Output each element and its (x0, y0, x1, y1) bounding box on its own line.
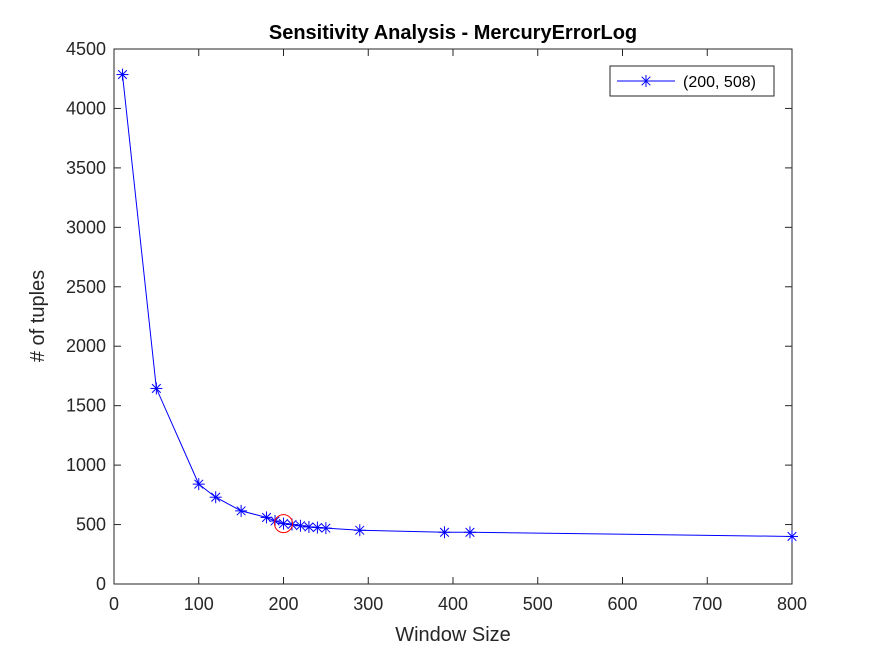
y-tick-label: 1500 (66, 396, 106, 416)
x-tick-label: 600 (607, 594, 637, 614)
legend-asterisk-stroke (641, 76, 651, 86)
data-point-marker (192, 478, 205, 491)
x-axis: 0 100 200 300 400 500 600 700 800 (109, 49, 807, 614)
data-point-marker (438, 526, 451, 539)
y-tick-label: 4000 (66, 98, 106, 118)
y-tick-label: 4500 (66, 39, 106, 59)
data-point-marker-stroke (295, 521, 306, 531)
data-point-marker (209, 491, 222, 504)
data-point-marker-stroke (211, 492, 221, 502)
data-point-marker (311, 521, 324, 534)
data-point-marker-stroke (304, 522, 314, 532)
y-tick-label: 0 (96, 574, 106, 594)
legend: (200, 508) (609, 65, 775, 97)
x-tick-label: 500 (523, 594, 553, 614)
data-point-marker-stroke (261, 512, 272, 523)
data-point-marker (235, 504, 248, 517)
data-point-marker (294, 519, 307, 532)
x-tick-label: 300 (353, 594, 383, 614)
data-point-marker-stroke (278, 518, 289, 529)
data-point-marker (786, 530, 798, 543)
data-point-marker (260, 511, 273, 524)
x-axis-title: Window Size (395, 624, 511, 646)
y-axis-title: # of tuples (27, 270, 49, 362)
y-tick-label: 3500 (66, 158, 106, 178)
data-point-marker-stroke (236, 506, 246, 516)
data-point-marker-stroke (355, 525, 365, 535)
data-point-marker-stroke (117, 69, 128, 80)
highlight-layer (274, 514, 293, 534)
data-point-marker (302, 520, 315, 533)
data-point-marker-stroke (194, 479, 204, 489)
series-layer (116, 68, 798, 543)
data-point-marker (353, 524, 366, 537)
data-point-marker-stroke (787, 531, 797, 542)
y-tick-label: 500 (76, 515, 106, 535)
data-point-marker-stroke (151, 383, 162, 394)
legend-asterisk (640, 75, 652, 87)
chart-title: Sensitivity Analysis - MercuryErrorLog (269, 22, 637, 44)
data-point-marker-stroke (439, 527, 450, 537)
y-tick-label: 2000 (66, 336, 106, 356)
data-point-marker-stroke (312, 522, 323, 533)
plot-area (113, 48, 793, 585)
data-point-marker (116, 68, 129, 81)
y-tick-label: 2500 (66, 277, 106, 297)
x-tick-label: 800 (777, 594, 807, 614)
x-tick-label: 700 (692, 594, 722, 614)
x-tick-label: 200 (268, 594, 298, 614)
data-point-marker (463, 526, 476, 539)
data-point-marker (319, 522, 332, 535)
y-axis: 0 500 1000 1500 2000 2500 3000 3500 4000 4500 (66, 39, 792, 594)
y-tick-label: 3000 (66, 217, 106, 237)
legend-label: (200, 508) (683, 74, 756, 91)
y-tick-label: 1000 (66, 455, 106, 475)
data-point-marker (277, 517, 290, 530)
data-point-marker (150, 382, 163, 395)
data-point-marker-stroke (465, 527, 475, 537)
legend-marker-icon (640, 75, 652, 87)
x-tick-label: 400 (438, 594, 468, 614)
x-tick-label: 100 (184, 594, 214, 614)
highlight-circle (274, 514, 293, 534)
data-point-marker-stroke (321, 523, 331, 533)
x-tick-label: 0 (109, 594, 119, 614)
